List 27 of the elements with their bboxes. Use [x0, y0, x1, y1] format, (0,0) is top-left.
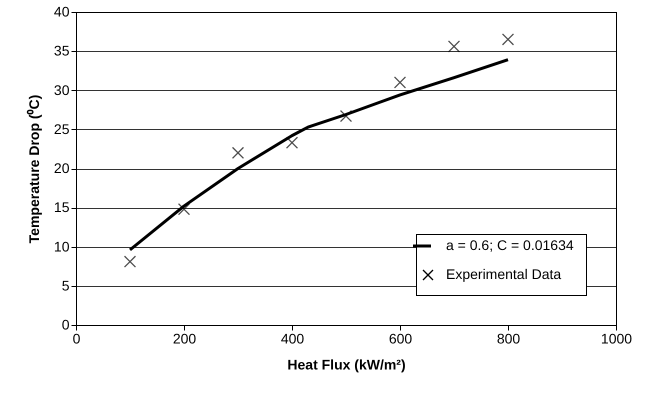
point	[232, 146, 244, 159]
x-tick-label: 600	[388, 330, 412, 346]
point	[502, 33, 514, 46]
y-tick-label: 35	[54, 42, 70, 59]
y-tick-label: 10	[54, 238, 70, 254]
x-tick-label: 1000	[600, 330, 632, 346]
x-tick-label: 800	[496, 330, 520, 346]
y-tick-label: 20	[54, 160, 70, 176]
point	[124, 255, 136, 268]
point	[340, 110, 352, 122]
point	[178, 203, 190, 216]
y-tick-label: 5	[62, 277, 70, 294]
legend-label: Experimental Data	[446, 266, 562, 282]
y-axis-title: Temperature Drop (⁰C)	[26, 94, 42, 244]
point	[286, 136, 298, 149]
y-tick-label: 0	[62, 316, 70, 332]
point	[394, 76, 406, 89]
x-tick-label: 400	[280, 330, 304, 346]
y-tick-label: 25	[54, 120, 70, 137]
y-tick-label: 30	[54, 82, 70, 98]
point	[448, 40, 460, 53]
y-tick-label: 40	[54, 4, 70, 20]
y-tick-label: 15	[54, 199, 70, 216]
legend-label: a = 0.6; C = 0.01634	[446, 237, 574, 253]
x-axis-title: Heat Flux (kW/m²)	[287, 356, 406, 372]
x-tick-label: 0	[72, 330, 81, 346]
x-tick-label: 200	[172, 330, 196, 346]
